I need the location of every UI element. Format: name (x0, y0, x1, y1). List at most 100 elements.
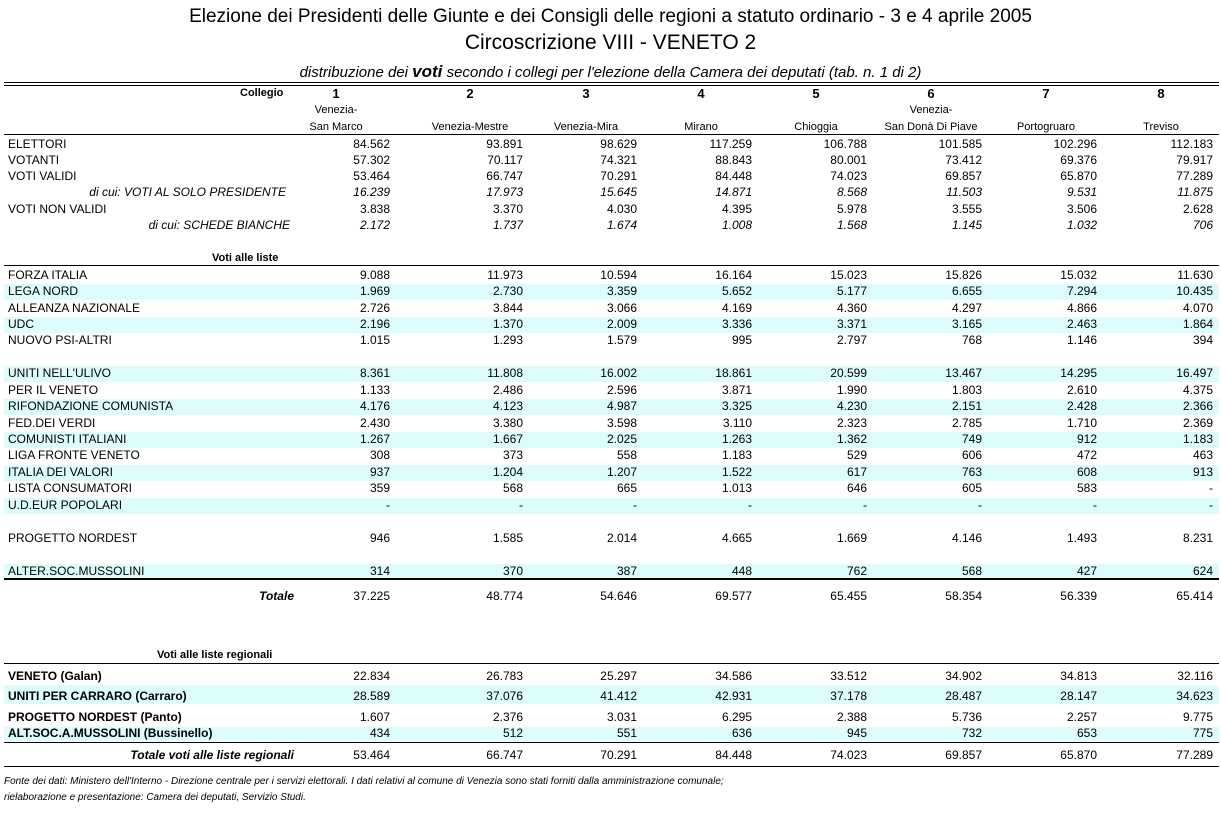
collegio-number: 2 (466, 86, 474, 101)
cell-value: 605 (961, 481, 982, 495)
collegio-number: 8 (1157, 86, 1165, 101)
cell-value: 34.813 (1060, 669, 1097, 683)
cell-value: 583 (1076, 481, 1097, 495)
cell-value: 763 (961, 465, 982, 479)
cell-value: 79.917 (1176, 153, 1213, 167)
caption-pre: distribuzione dei (299, 64, 408, 81)
cell-value: 70.291 (600, 748, 637, 762)
cell-value: 25.297 (600, 669, 637, 683)
cell-value: 26.783 (486, 669, 523, 683)
cell-value: 3.336 (721, 317, 752, 331)
cell-value: 2.730 (492, 284, 523, 298)
cell-value: 4.665 (721, 531, 752, 545)
cell-value: 106.788 (823, 137, 867, 151)
top-rule-2 (4, 85, 1219, 86)
cell-value: - (633, 498, 637, 512)
row-label: UDC (8, 317, 34, 331)
collegio-name: Portogruaro (1016, 121, 1076, 133)
cell-value: 995 (731, 333, 752, 347)
row-band (4, 284, 1219, 300)
caption-bold: voti (412, 62, 443, 81)
cell-value: 6.655 (951, 284, 982, 298)
cell-value: 1.579 (606, 333, 637, 347)
cell-value: 646 (846, 481, 867, 495)
cell-value: 2.025 (606, 432, 637, 446)
cell-value: 80.001 (830, 153, 867, 167)
row-band (4, 399, 1219, 415)
cell-value: 8.231 (1182, 531, 1213, 545)
cell-value: 65.870 (1060, 748, 1097, 762)
cell-value: 308 (369, 448, 390, 462)
cell-value: 16.239 (353, 185, 390, 199)
cell-value: 1.293 (492, 333, 523, 347)
cell-value: 18.861 (715, 366, 752, 380)
row-label: RIFONDAZIONE COMUNISTA (8, 399, 174, 413)
row-label: di cui: VOTI AL SOLO PRESIDENTE (89, 185, 286, 199)
cell-value: 69.857 (945, 169, 982, 183)
cell-value: 14.295 (1060, 366, 1097, 380)
row-label: NUOVO PSI-ALTRI (8, 333, 112, 347)
row-label: PER IL VENETO (8, 383, 99, 397)
top-rule (4, 82, 1219, 83)
cell-value: 9.531 (1066, 185, 1097, 199)
cell-value: 314 (369, 564, 390, 578)
cell-value: 54.646 (600, 589, 637, 603)
cell-value: 7.294 (1066, 284, 1097, 298)
cell-value: 937 (369, 465, 390, 479)
cell-value: 11.503 (946, 185, 982, 199)
cell-value: - (1093, 498, 1097, 512)
regionali-rule (4, 663, 1219, 664)
cell-value: 117.259 (709, 137, 753, 151)
cell-value: 8.568 (836, 185, 867, 199)
collegio-name: Venezia-Mestre (431, 121, 509, 133)
cell-value: 88.843 (715, 153, 752, 167)
cell-value: 17.973 (486, 185, 523, 199)
cell-value: 1.969 (359, 284, 390, 298)
cell-value: 70.291 (600, 169, 637, 183)
collegio-name: San Marco (309, 121, 363, 133)
cell-value: 101.585 (938, 137, 982, 151)
cell-value: 2.797 (836, 333, 867, 347)
cell-value: 946 (369, 531, 390, 545)
cell-value: 11.630 (1177, 268, 1213, 282)
row-label: ALT.SOC.A.MUSSOLINI (Bussinello) (8, 726, 213, 740)
cell-value: 14.871 (715, 185, 752, 199)
cell-value: 2.323 (836, 416, 867, 430)
cell-value: 3.370 (492, 202, 523, 216)
cell-value: 1.990 (836, 383, 867, 397)
cell-value: 69.376 (1060, 153, 1097, 167)
cell-value: 1.362 (836, 432, 867, 446)
cell-value: 93.891 (486, 137, 523, 151)
cell-value: 606 (961, 448, 982, 462)
caption-post: secondo i collegi per l'elezione della C… (446, 64, 922, 81)
row-label: LIGA FRONTE VENETO (8, 448, 140, 462)
cell-value: - (1209, 481, 1213, 495)
cell-value: 394 (1192, 333, 1213, 347)
row-band (4, 432, 1219, 448)
cell-value: 53.464 (353, 748, 390, 762)
cell-value: 4.987 (606, 399, 637, 413)
row-band (4, 465, 1219, 481)
cell-value: 77.289 (1176, 169, 1213, 183)
cell-value: 1.015 (359, 333, 390, 347)
cell-value: 4.866 (1066, 301, 1097, 315)
cell-value: 913 (1192, 465, 1213, 479)
cell-value: 34.586 (715, 669, 752, 683)
cell-value: 65.455 (830, 589, 867, 603)
cell-value: 1.013 (721, 481, 752, 495)
cell-value: 1.145 (951, 218, 982, 232)
cell-value: 434 (369, 726, 390, 740)
cell-value: 66.747 (486, 169, 523, 183)
cell-value: 1.183 (721, 448, 752, 462)
row-label: UNITI NELL'ULIVO (8, 366, 111, 380)
header-rule (4, 134, 1219, 135)
cell-value: 912 (1076, 432, 1097, 446)
cell-value: 4.395 (721, 202, 752, 216)
cell-value: 2.628 (1182, 202, 1213, 216)
cell-value: 58.354 (945, 589, 982, 603)
cell-value: 2.151 (951, 399, 982, 413)
cell-value: 768 (961, 333, 982, 347)
row-label: ELETTORI (8, 137, 67, 151)
cell-value: 2.726 (359, 301, 390, 315)
cell-value: 749 (961, 432, 982, 446)
